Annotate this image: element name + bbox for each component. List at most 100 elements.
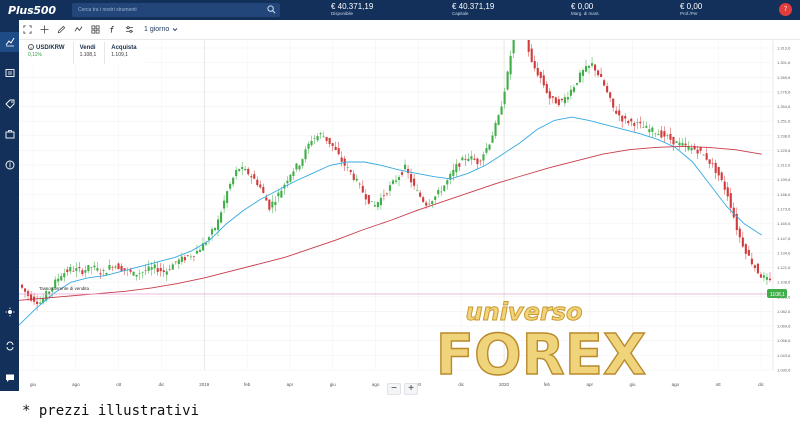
candle-body	[657, 134, 660, 136]
chart-type-button[interactable]	[70, 23, 87, 37]
candle-body	[156, 268, 159, 272]
candle-body	[63, 273, 66, 278]
candle-body	[99, 273, 102, 275]
timeframe-dropdown[interactable]: 1 giorno	[144, 26, 178, 33]
candle-body	[666, 134, 669, 136]
candle-body	[479, 160, 482, 162]
candle-body	[26, 291, 30, 296]
candle-body	[75, 268, 78, 271]
zoom-out-button[interactable]: −	[387, 383, 401, 395]
account-profit-loss: € 0,00 Prof./Per	[680, 2, 702, 18]
current-price-tag	[767, 289, 787, 298]
candle-body	[512, 40, 515, 54]
candle-body	[337, 148, 340, 155]
profit-loss-value: € 0,00	[680, 2, 703, 11]
nav-tags[interactable]	[0, 94, 19, 114]
search-input[interactable]	[72, 7, 262, 13]
current-price-value: 1108,1	[770, 292, 785, 298]
profit-loss-label: Prof./Per	[680, 11, 698, 16]
candle-body	[400, 172, 404, 175]
timeframe-label: 1 giorno	[144, 26, 170, 33]
candle-body	[542, 75, 545, 86]
candle-body	[382, 195, 385, 197]
nav-trades[interactable]	[0, 63, 19, 83]
x-tick-label: feb	[544, 382, 551, 387]
x-tick-label: ago	[672, 382, 680, 387]
candle-body	[437, 190, 440, 195]
candle-body	[618, 110, 621, 116]
candle-body	[407, 168, 410, 174]
search-icon[interactable]	[267, 5, 276, 14]
settings-button[interactable]	[121, 23, 138, 37]
nav-portfolio[interactable]	[0, 124, 19, 144]
symbol-cell[interactable]: i USD/KRW 0,11%	[22, 42, 74, 64]
candle-body	[147, 266, 150, 271]
crosshair-label: Tasso corrente di vendita	[39, 286, 90, 291]
candle-body	[123, 268, 126, 271]
candle-body	[455, 164, 458, 173]
candle-body	[545, 83, 548, 93]
y-tick-label: 1.225,6	[777, 148, 791, 153]
candle-body	[298, 165, 301, 170]
candle-body	[735, 213, 738, 231]
candle-body	[388, 185, 392, 191]
zoom-in-button[interactable]: +	[404, 383, 418, 395]
sell-cell[interactable]: Vendi 1.108,1	[74, 42, 106, 64]
candle-body	[138, 273, 141, 274]
candle-body	[606, 85, 609, 93]
info-icon[interactable]: i	[28, 44, 34, 50]
nav-charts[interactable]	[0, 32, 19, 52]
indicators-button[interactable]	[104, 23, 121, 37]
chart-line-icon	[5, 37, 14, 47]
line-chart-icon	[74, 26, 83, 32]
nav-theme[interactable]	[0, 302, 19, 322]
y-tick-label: 1.289,6	[777, 75, 791, 80]
search-box[interactable]	[72, 3, 280, 17]
candle-body	[90, 267, 93, 268]
y-tick-label: 1.056,6	[777, 338, 791, 343]
candle-body	[364, 194, 367, 200]
y-tick-label: 1.199,6	[777, 177, 791, 182]
draw-button[interactable]	[53, 23, 70, 37]
nav-switch[interactable]	[0, 336, 19, 356]
candle-body	[204, 243, 208, 245]
candle-body	[639, 121, 642, 124]
buy-value: 1.109,1	[111, 52, 128, 58]
nav-chat[interactable]	[0, 368, 19, 388]
candle-body	[358, 183, 361, 185]
y-tick-label: 1.238,6	[777, 133, 791, 138]
candle-body	[485, 148, 488, 153]
candle-body	[328, 137, 331, 144]
candle-body	[162, 270, 165, 273]
candle-body	[597, 70, 600, 76]
candle-body	[470, 156, 473, 160]
candle-body	[714, 162, 717, 173]
y-tick-label: 1.251,6	[777, 119, 791, 124]
sell-label: Vendi	[79, 45, 96, 51]
x-tick-label: apr	[586, 382, 593, 387]
candle-body	[566, 97, 569, 100]
watermark-line2: FOREX	[436, 323, 646, 388]
candle-body	[693, 145, 696, 150]
buy-cell[interactable]: Acquista 1.109,1	[105, 42, 144, 64]
candle-body	[150, 267, 153, 270]
fullscreen-button[interactable]	[19, 23, 36, 37]
candle-body	[687, 146, 690, 150]
candle-body	[684, 143, 687, 146]
chart-toolbar: 1 giorno	[19, 20, 800, 40]
notifications-badge[interactable]: 7	[779, 3, 792, 16]
plus500-logo[interactable]: Plus500	[8, 3, 56, 17]
candle-body	[244, 169, 247, 171]
candles	[20, 40, 772, 311]
nav-funds[interactable]	[0, 155, 19, 175]
candle-body	[171, 264, 174, 270]
candle-body	[569, 89, 572, 96]
candle-body	[262, 186, 265, 193]
candle-body	[627, 120, 630, 124]
candle-body	[379, 197, 382, 206]
candle-body	[135, 274, 138, 277]
candle-body	[349, 170, 352, 173]
crosshair-button[interactable]	[36, 23, 53, 37]
layout-button[interactable]	[87, 23, 104, 37]
price-chart[interactable]: 1.313,6 1.301,6 1.289,6 1.276,6 1.264,6 1.251…	[19, 40, 800, 391]
